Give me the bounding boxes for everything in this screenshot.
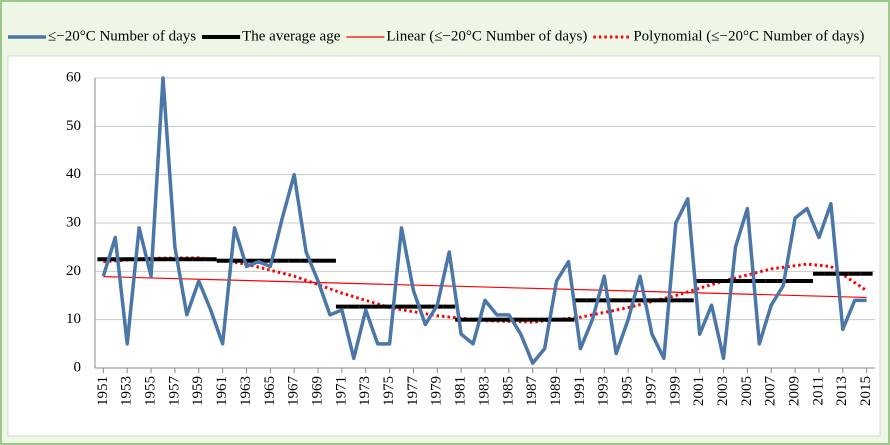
x-tick-label: 1973 <box>357 376 373 406</box>
x-tick-label: 1957 <box>166 376 182 407</box>
x-tick-label: 1955 <box>142 376 158 406</box>
y-tick-label: 40 <box>66 166 81 182</box>
y-tick-label: 50 <box>66 118 81 134</box>
x-tick-label: 1951 <box>95 376 111 406</box>
x-tick-label: 1969 <box>309 376 325 406</box>
y-tick-label: 0 <box>74 359 82 375</box>
legend: ≤−20°C Number of days The average age Line… <box>8 28 864 44</box>
y-tick-label: 60 <box>66 69 81 85</box>
x-tick-label: 2001 <box>691 376 707 406</box>
y-tick-label: 10 <box>66 311 81 327</box>
x-tick-label: 1997 <box>643 376 659 407</box>
x-tick-label: 1983 <box>476 376 492 406</box>
legend-label: Linear (≤−20°C Number of days) <box>386 28 587 44</box>
legend-label: The average age <box>242 28 341 44</box>
x-tick-label: 1963 <box>238 376 254 406</box>
x-tick-label: 2009 <box>787 376 803 406</box>
x-tick-label: 1993 <box>596 376 612 406</box>
x-tick-label: 1981 <box>453 376 469 406</box>
x-tick-label: 1961 <box>214 376 230 406</box>
x-tick-label: 1999 <box>667 376 683 406</box>
x-tick-label: 1989 <box>548 376 564 406</box>
x-tick-label: 1987 <box>524 376 540 407</box>
x-tick-label: 2011 <box>810 376 826 405</box>
x-tick-label: 1953 <box>119 376 135 406</box>
y-tick-label: 20 <box>66 263 81 279</box>
x-tick-label: 2005 <box>739 376 755 406</box>
x-tick-label: 1967 <box>286 376 302 407</box>
x-tick-label: 2007 <box>763 376 779 407</box>
x-tick-label: 1991 <box>572 376 588 406</box>
x-tick-label: 2015 <box>858 376 874 406</box>
x-tick-label: 2013 <box>834 376 850 406</box>
legend-label: Polynomial (≤−20°C Number of days) <box>633 28 864 44</box>
x-tick-label: 1995 <box>620 376 636 406</box>
y-tick-label: 30 <box>66 214 81 230</box>
series-line <box>101 76 867 365</box>
x-tick-label: 1959 <box>190 376 206 406</box>
legend-label: ≤−20°C Number of days <box>48 28 196 44</box>
x-tick-label: 1977 <box>405 376 421 407</box>
x-tick-label: 2003 <box>715 376 731 406</box>
x-tick-label: 1965 <box>262 376 278 406</box>
x-tick-label: 1979 <box>429 376 445 406</box>
x-tick-label: 1975 <box>381 376 397 406</box>
x-tick-label: 1971 <box>333 376 349 406</box>
x-tick-label: 1985 <box>500 376 516 406</box>
